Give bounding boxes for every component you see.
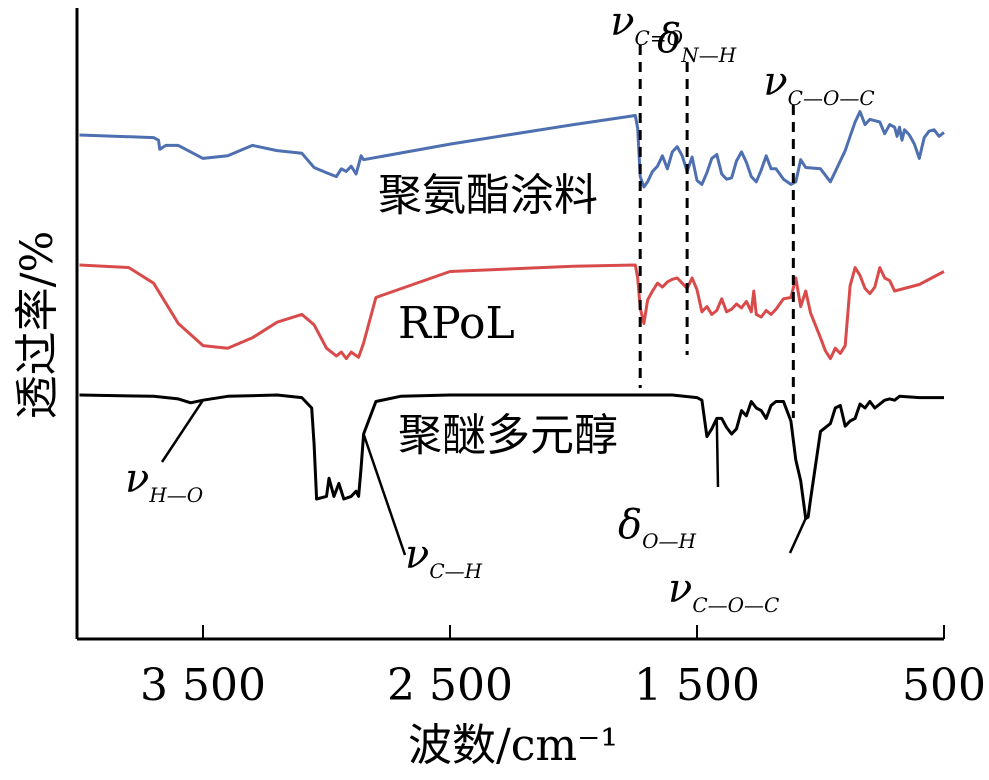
series-line-1 [79,263,945,361]
x-tick-label-2500: 2 500 [387,660,513,711]
ann-label-3: νC—O—C [668,566,779,617]
ref-label-1: δN—H [657,16,737,67]
x-tick-label-3500: 3 500 [140,660,266,711]
ann-label-1: νC—H [405,532,483,583]
ann-label-2: δO—H [618,502,696,553]
ref-label-0: νC=O [610,0,683,50]
annotations: νH—O νC—H δO—H νC—O—C [125,399,807,617]
x-ticks: 3 500 2 500 1 500 500 [140,625,986,711]
x-tick-label-1500: 1 500 [634,660,760,711]
x-axis-title: 波数/cm⁻¹ [408,720,618,771]
series-labels: 聚氨酯涂料 RPoL 聚醚多元醇 [378,170,618,461]
ref-label-2: νC—O—C [763,59,874,110]
axes [75,8,944,641]
series-label-1: RPoL [398,298,515,349]
reference-lines: νC=OδN—H νC—O—C [610,0,875,418]
ann-leader-3 [788,517,807,554]
series-label-2: 聚醚多元醇 [398,410,618,461]
series-line-0 [79,110,945,189]
ann-label-0: νH—O [125,456,203,507]
ann-leader-1 [362,433,407,556]
series-line-2 [79,393,944,520]
ann-leader-2 [715,418,720,488]
ann-leader-0 [160,399,205,463]
x-tick-label-500: 500 [902,660,986,711]
y-axis-title: 透过率/% [12,231,63,420]
series-label-0: 聚氨酯涂料 [378,170,598,221]
series-layer [79,110,945,520]
